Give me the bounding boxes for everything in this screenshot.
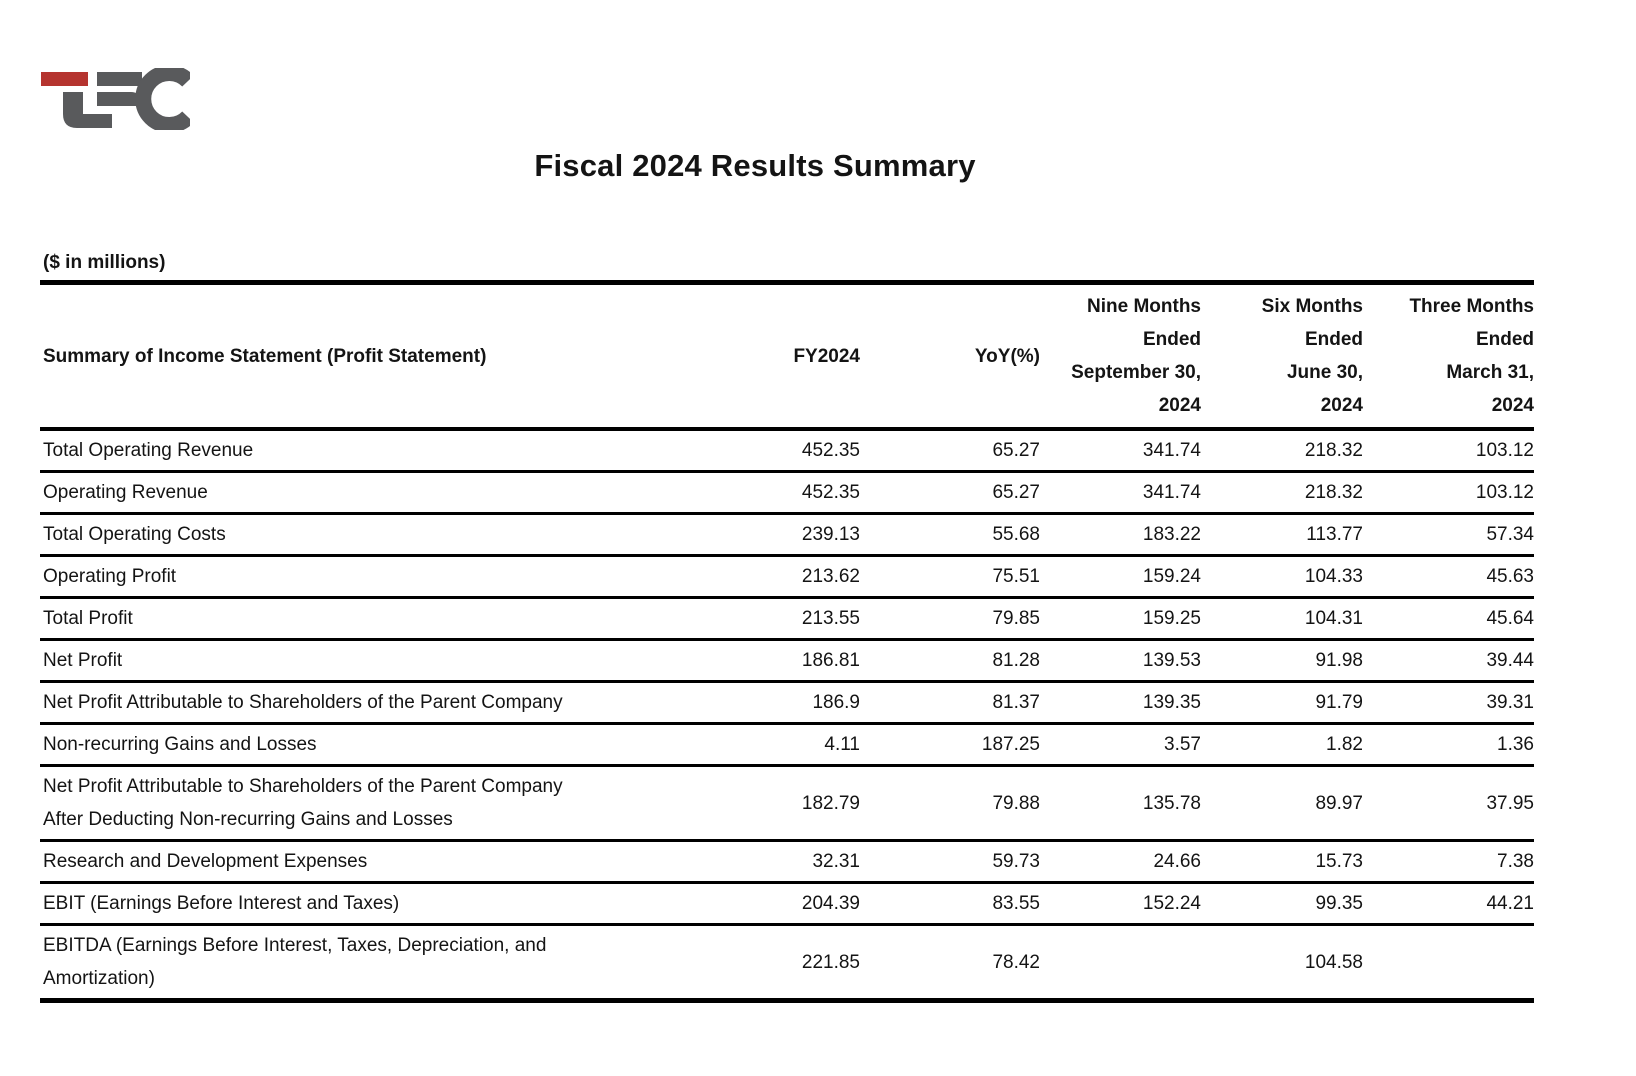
cell-yoy: 78.42 (992, 951, 1040, 973)
cell-fy2024: 213.62 (801, 566, 860, 587)
row-label: EBIT (Earnings Before Interest and Taxes… (43, 893, 400, 914)
page-title: Fiscal 2024 Results Summary (534, 148, 976, 183)
row-label: Net Profit Attributable to Shareholders … (43, 776, 563, 830)
cell-nine-months: 159.25 (1142, 608, 1201, 629)
cell-yoy: 65.27 (992, 482, 1040, 503)
column-header-nine-months: Nine Months Ended September 30, 2024 (1071, 296, 1201, 416)
cell-three-months: 1.36 (1497, 734, 1534, 755)
cell-yoy: 75.51 (992, 566, 1040, 587)
tfc-company-logo-icon (41, 68, 190, 130)
cell-fy2024: 32.31 (812, 851, 860, 872)
cell-three-months: 39.31 (1486, 692, 1534, 713)
cell-six-months: 218.32 (1304, 440, 1363, 461)
cell-six-months: 99.35 (1315, 893, 1363, 914)
cell-nine-months: 24.66 (1153, 851, 1201, 872)
cell-fy2024: 452.35 (801, 440, 860, 461)
cell-three-months: 103.12 (1475, 440, 1534, 461)
row-label: Total Operating Costs (43, 524, 226, 545)
row-label: Non-recurring Gains and Losses (43, 734, 317, 755)
cell-fy2024: 221.85 (801, 951, 860, 973)
cell-yoy: 79.85 (992, 608, 1040, 629)
cell-nine-months: 183.22 (1142, 524, 1201, 545)
cell-three-months: 37.95 (1486, 792, 1534, 814)
cell-fy2024: 213.55 (801, 608, 860, 629)
cell-fy2024: 4.11 (824, 734, 860, 755)
table-row: Research and Development Expenses 32.31 … (40, 841, 1534, 883)
column-header-three-months: Three Months Ended March 31, 2024 (1409, 296, 1534, 416)
table-row: Non-recurring Gains and Losses 4.11 187.… (40, 724, 1534, 766)
units-note: ($ in millions) (43, 252, 166, 273)
table-row: Operating Revenue 452.35 65.27 341.74 21… (40, 472, 1534, 514)
cell-nine-months: 341.74 (1142, 440, 1201, 461)
cell-six-months: 104.31 (1304, 608, 1363, 629)
row-label: Net Profit (43, 650, 123, 671)
table-header-row: Summary of Income Statement (Profit Stat… (40, 283, 1534, 429)
cell-nine-months: 152.24 (1142, 893, 1201, 914)
cell-six-months: 104.58 (1304, 951, 1363, 973)
cell-yoy: 65.27 (992, 440, 1040, 461)
cell-yoy: 81.37 (992, 692, 1040, 713)
cell-three-months: 45.64 (1486, 608, 1534, 629)
table-row: EBIT (Earnings Before Interest and Taxes… (40, 883, 1534, 925)
cell-three-months: 45.63 (1486, 566, 1534, 587)
table-row: Total Operating Costs 239.13 55.68 183.2… (40, 514, 1534, 556)
table-row: Operating Profit 213.62 75.51 159.24 104… (40, 556, 1534, 598)
column-header-fy2024: FY2024 (793, 345, 860, 367)
cell-nine-months: 159.24 (1142, 566, 1201, 587)
table-row: Net Profit Attributable to Shareholders … (40, 682, 1534, 724)
income-statement-table: Summary of Income Statement (Profit Stat… (40, 280, 1534, 1003)
cell-nine-months (1040, 925, 1201, 1001)
cell-six-months: 1.82 (1326, 734, 1363, 755)
cell-nine-months: 139.53 (1142, 650, 1201, 671)
report-body: ($ in millions) Summary of Income Statem… (40, 252, 1534, 1003)
cell-six-months: 89.97 (1315, 792, 1363, 814)
cell-fy2024: 239.13 (801, 524, 860, 545)
cell-three-months: 103.12 (1475, 482, 1534, 503)
row-label: Total Profit (43, 608, 133, 629)
cell-nine-months: 341.74 (1142, 482, 1201, 503)
cell-six-months: 91.79 (1315, 692, 1363, 713)
table-row: Net Profit 186.81 81.28 139.53 91.98 39.… (40, 640, 1534, 682)
cell-fy2024: 186.81 (801, 650, 860, 671)
cell-three-months: 44.21 (1486, 893, 1534, 914)
cell-nine-months: 135.78 (1142, 792, 1201, 814)
cell-six-months: 113.77 (1306, 524, 1363, 545)
cell-yoy: 79.88 (992, 792, 1040, 814)
row-label: Net Profit Attributable to Shareholders … (43, 692, 563, 713)
cell-fy2024: 182.79 (801, 792, 860, 814)
cell-fy2024: 452.35 (801, 482, 860, 503)
row-label: EBITDA (Earnings Before Interest, Taxes,… (43, 935, 547, 989)
cell-fy2024: 204.39 (801, 893, 860, 914)
cell-six-months: 104.33 (1304, 566, 1363, 587)
table-row: Total Profit 213.55 79.85 159.25 104.31 … (40, 598, 1534, 640)
cell-six-months: 218.32 (1304, 482, 1363, 503)
cell-fy2024: 186.9 (812, 692, 860, 713)
column-header-yoy: YoY(%) (974, 345, 1040, 367)
row-label: Operating Profit (43, 566, 177, 587)
cell-yoy: 59.73 (992, 851, 1040, 872)
table-row: Total Operating Revenue 452.35 65.27 341… (40, 429, 1534, 472)
cell-yoy: 83.55 (992, 893, 1040, 914)
cell-three-months: 7.38 (1497, 851, 1534, 872)
table-row: Net Profit Attributable to Shareholders … (40, 766, 1534, 841)
table-row: EBITDA (Earnings Before Interest, Taxes,… (40, 925, 1534, 1001)
column-header-six-months: Six Months Ended June 30, 2024 (1261, 296, 1363, 416)
cell-nine-months: 3.57 (1164, 734, 1201, 755)
cell-three-months (1363, 925, 1534, 1001)
cell-three-months: 57.34 (1486, 524, 1534, 545)
cell-nine-months: 139.35 (1142, 692, 1201, 713)
column-header-label: Summary of Income Statement (Profit Stat… (43, 345, 487, 367)
cell-yoy: 187.25 (981, 734, 1040, 755)
cell-yoy: 55.68 (992, 524, 1040, 545)
cell-three-months: 39.44 (1486, 650, 1534, 671)
cell-yoy: 81.28 (992, 650, 1040, 671)
cell-six-months: 15.73 (1315, 851, 1363, 872)
cell-six-months: 91.98 (1315, 650, 1363, 671)
row-label: Operating Revenue (43, 482, 208, 503)
row-label: Total Operating Revenue (43, 440, 254, 461)
row-label: Research and Development Expenses (43, 851, 368, 872)
